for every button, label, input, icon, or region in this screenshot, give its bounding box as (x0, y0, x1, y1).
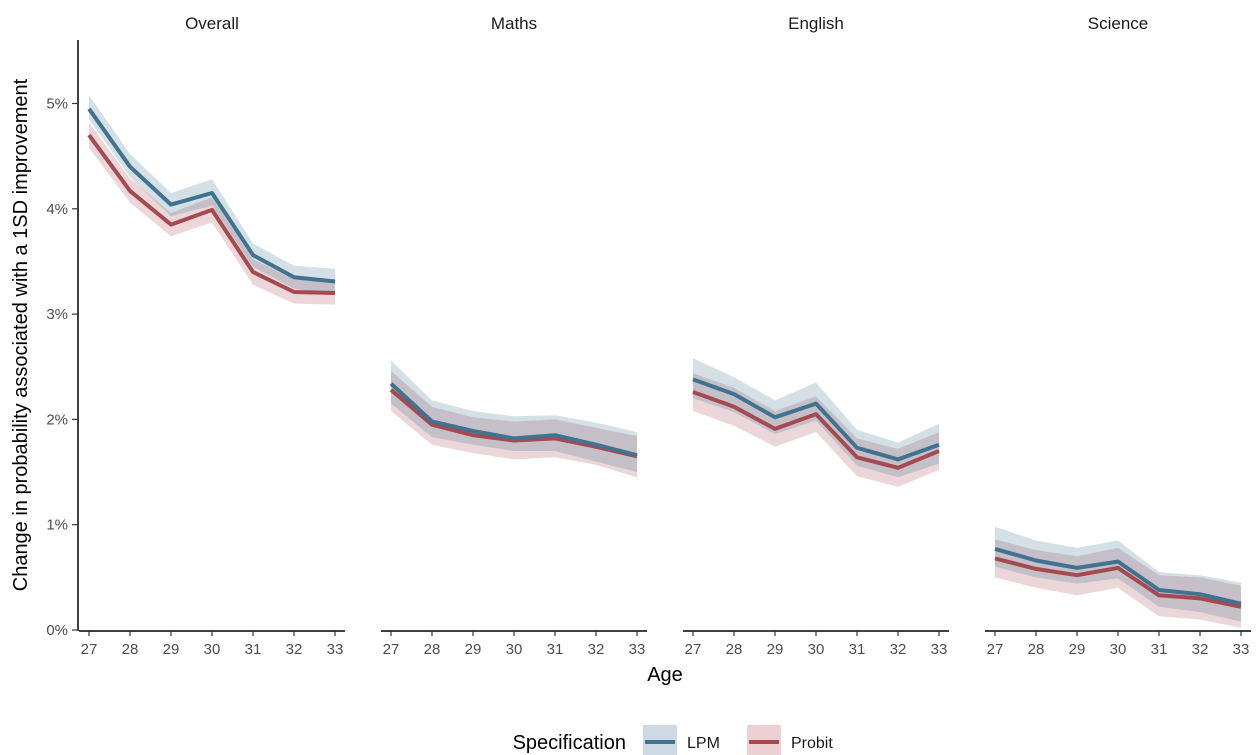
panels: Overall 27 28 29 30 31 32 33 Maths 27 28 29 30 31 32 33… (79, 14, 1251, 658)
x-tick-label: 28 (122, 641, 139, 658)
x-tick-label: 32 (890, 641, 907, 658)
x-tick-label: 33 (629, 641, 646, 658)
x-tick-label: 29 (163, 641, 180, 658)
y-tick-label: 3% (46, 306, 68, 323)
x-tick-label: 29 (767, 641, 784, 658)
legend: Specification LPM Probit (513, 725, 833, 755)
panel-maths: Maths 27 28 29 30 31 32 33 (381, 14, 647, 658)
lpm-confidence-band (995, 526, 1241, 622)
y-tick-label: 1% (46, 517, 68, 534)
panel-english: English 27 28 29 30 31 32 33 (683, 14, 949, 658)
lpm-confidence-band (693, 358, 939, 478)
panel-overall: Overall 27 28 29 30 31 32 33 (79, 14, 345, 658)
x-tick-label: 31 (245, 641, 262, 658)
probit-confidence-band (995, 539, 1241, 628)
y-tick-label: 4% (46, 201, 68, 218)
x-tick-label: 30 (506, 641, 523, 658)
x-tick-label: 27 (383, 641, 400, 658)
x-tick-label: 31 (547, 641, 564, 658)
probit-confidence-band (391, 371, 637, 478)
x-tick-label: 32 (1192, 641, 1209, 658)
x-tick-label: 31 (849, 641, 866, 658)
x-tick-label: 27 (81, 641, 98, 658)
probit-confidence-band (693, 373, 939, 487)
panel-title: Overall (185, 14, 239, 33)
y-tick-label: 5% (46, 96, 68, 113)
y-tick-label: 2% (46, 411, 68, 428)
probit-line (994, 556, 1242, 609)
legend-label: Probit (791, 735, 833, 752)
x-tick-label: 30 (1110, 641, 1127, 658)
panel-title: English (788, 14, 844, 33)
x-tick-label: 27 (685, 641, 702, 658)
y-axis: 0% 1% 2% 3% 4% 5% (46, 40, 79, 639)
y-tick-label: 0% (46, 622, 68, 639)
probit-line (87, 133, 336, 295)
x-tick-label: 32 (588, 641, 605, 658)
lpm-line (994, 546, 1242, 606)
x-tick-label: 33 (931, 641, 948, 658)
x-tick-label: 28 (424, 641, 441, 658)
probit-line (692, 390, 940, 470)
x-tick-label: 28 (726, 641, 743, 658)
x-tick-label: 31 (1151, 641, 1168, 658)
legend-item-probit: Probit (747, 725, 833, 755)
panel-science: Science 27 28 29 30 31 32 33 (985, 14, 1251, 658)
y-axis-title: Change in probability associated with a … (10, 78, 32, 591)
x-tick-label: 32 (286, 641, 303, 658)
lpm-line (692, 377, 940, 462)
panel-title: Maths (491, 14, 537, 33)
panel-title: Science (1088, 14, 1148, 33)
x-axis-title: Age (647, 664, 683, 686)
x-tick-label: 33 (327, 641, 344, 658)
legend-label: LPM (687, 735, 720, 752)
probit-confidence-band (89, 122, 335, 305)
probit-line (389, 388, 638, 459)
x-tick-label: 29 (465, 641, 482, 658)
x-tick-label: 27 (987, 641, 1004, 658)
lpm-line (87, 107, 336, 284)
x-tick-label: 30 (808, 641, 825, 658)
x-tick-label: 29 (1069, 641, 1086, 658)
x-tick-label: 28 (1028, 641, 1045, 658)
x-tick-label: 30 (204, 641, 221, 658)
legend-title: Specification (513, 732, 626, 754)
x-tick-label: 33 (1233, 641, 1250, 658)
legend-item-lpm: LPM (643, 725, 720, 755)
lpm-line (389, 382, 638, 458)
